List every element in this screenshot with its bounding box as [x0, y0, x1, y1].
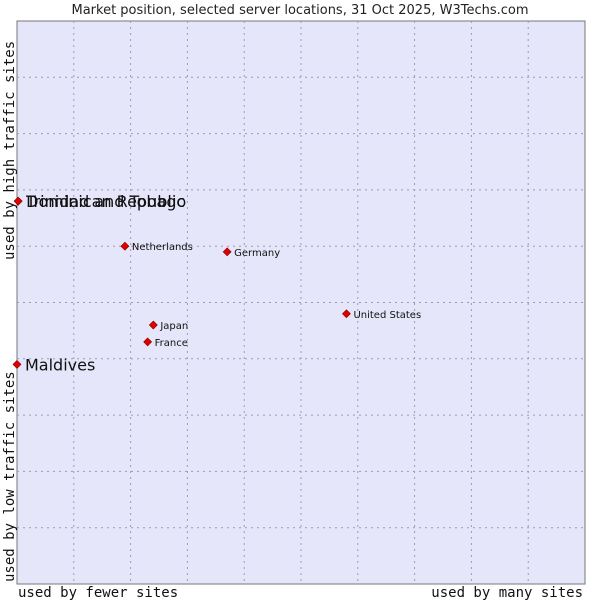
- point-label-germany: Germany: [234, 248, 280, 259]
- point-marker-japan: [148, 320, 158, 330]
- point-marker-france: [143, 337, 153, 347]
- point-label-trinidad-and-tobago: Trinidad and Tobago: [25, 192, 186, 211]
- y-axis-label-bottom: used by low traffic sites: [2, 371, 18, 582]
- point-marker-united-states: [342, 309, 351, 319]
- grid-lines: [17, 21, 585, 584]
- point-marker-trinidad-and-tobago: [13, 196, 23, 206]
- point-label-netherlands: Netherlands: [132, 242, 193, 253]
- point-marker-germany: [222, 247, 232, 257]
- point-label-maldives: Maldives: [25, 355, 95, 374]
- point-label-dominican-republic: Dominican Republic: [26, 192, 185, 211]
- point-marker-netherlands: [120, 241, 130, 251]
- point-marker-maldives: [12, 360, 22, 369]
- chart-title: Market position, selected server locatio…: [71, 3, 528, 18]
- point-label-japan: Japan: [159, 321, 188, 332]
- x-axis-label-right: used by many sites: [431, 585, 583, 600]
- x-axis-label-left: used by fewer sites: [18, 585, 178, 600]
- point-label-france: France: [155, 338, 188, 349]
- y-axis-label-top: used by high traffic sites: [2, 41, 18, 260]
- point-label-united-states: United States: [353, 310, 421, 321]
